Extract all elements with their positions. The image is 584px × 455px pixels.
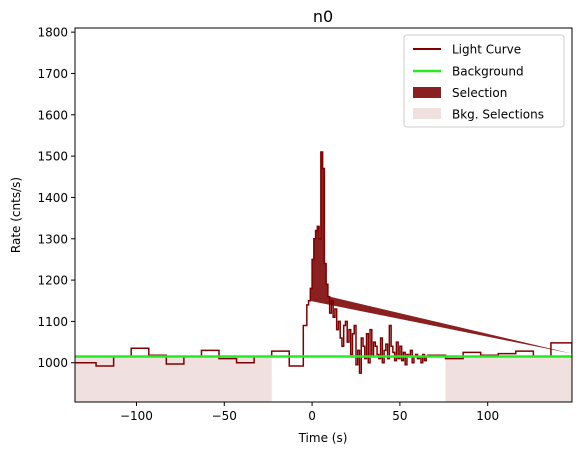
legend-label-bkg-selections: Bkg. Selections	[452, 108, 544, 122]
x-tick-label: 50	[392, 409, 407, 423]
y-tick-label: 1000	[37, 356, 68, 370]
y-tick-label: 1700	[37, 67, 68, 81]
y-tick-label: 1200	[37, 274, 68, 288]
legend-swatch-bkg-selections	[413, 108, 441, 119]
legend-swatch-selection	[413, 87, 441, 98]
y-tick-label: 1500	[37, 150, 68, 164]
legend-label-selection: Selection	[452, 86, 507, 100]
y-axis-label: Rate (cnts/s)	[9, 177, 23, 253]
chart-title: n0	[313, 7, 333, 26]
x-axis-label: Time (s)	[298, 431, 348, 445]
x-tick-label: 0	[308, 409, 316, 423]
light-curve-layer	[75, 151, 572, 374]
x-tick-label: −100	[120, 409, 153, 423]
x-axis: −100 −50 0 50 100	[120, 402, 499, 423]
legend-label-light-curve: Light Curve	[452, 43, 521, 57]
x-tick-label: 100	[476, 409, 499, 423]
legend-frame	[403, 34, 565, 128]
plot-area	[75, 151, 572, 402]
plot-frame	[74, 27, 573, 403]
y-tick-label: 1600	[37, 108, 68, 122]
y-tick-label: 1800	[37, 26, 68, 40]
x-tick-label: −50	[212, 409, 237, 423]
y-tick-label: 1100	[37, 315, 68, 329]
y-tick-label: 1400	[37, 191, 68, 205]
y-axis: 1000 1100 1200 1300 1400 1500 1600 1700 1800	[37, 26, 75, 370]
legend: Light Curve Background Selection Bkg. Se…	[403, 34, 565, 128]
bkg-selection-band-1	[445, 356, 572, 402]
y-tick-label: 1300	[37, 232, 68, 246]
legend-label-background: Background	[452, 65, 524, 79]
light-curve-line	[75, 151, 572, 374]
